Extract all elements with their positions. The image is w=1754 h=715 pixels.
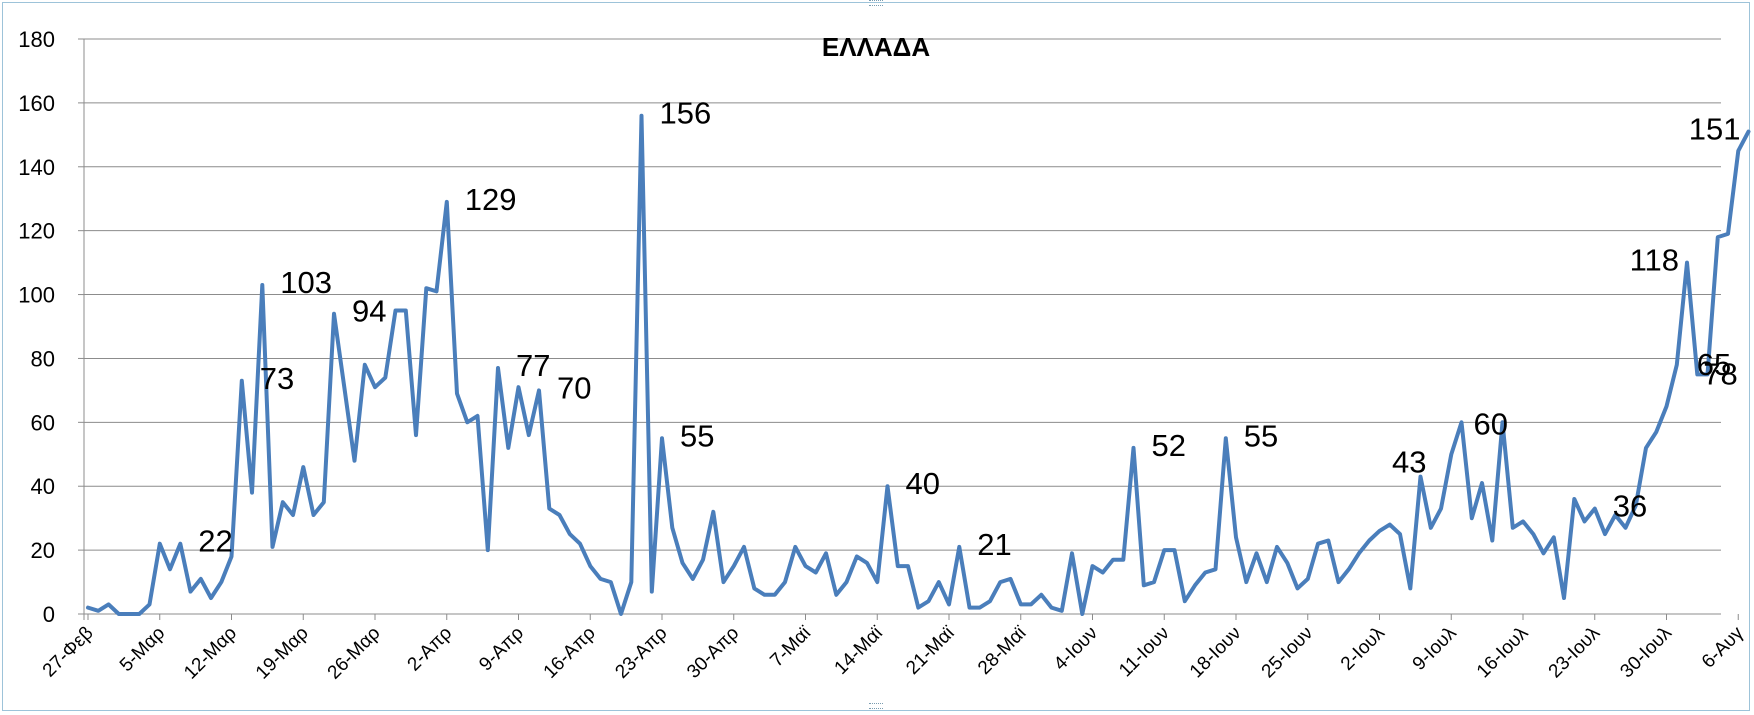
data-label-156: 118 [1630,243,1679,278]
x-tick-label-12: 21-Μαϊ [902,622,959,679]
resize-handle-top[interactable] [869,0,883,6]
x-tick-label-6: 9-Απρ [475,623,528,676]
y-tick-label-40: 40 [31,474,55,499]
x-tick-label-22: 30-Ιουλ [1616,622,1676,682]
data-label-157: 78 [1703,356,1737,391]
y-tick-label-0: 0 [43,602,55,627]
data-label-54: 156 [660,96,712,131]
x-tick-label-7: 16-Απρ [540,623,600,683]
y-tick-label-180: 180 [18,27,55,52]
y-tick-label-100: 100 [18,283,55,308]
series-ellada [86,113,1751,616]
x-tick-label-8: 23-Απρ [611,623,671,683]
x-tick-label-0: 27-Φεβ [39,623,98,682]
x-tick-label-19: 9-Ιουλ [1409,622,1461,674]
data-label-35: 129 [465,182,517,217]
resize-handle-bottom[interactable] [869,703,883,709]
y-tick-label-20: 20 [31,538,55,563]
x-tick-label-17: 25-Ιουν [1258,623,1318,683]
data-label-15: 73 [260,361,294,396]
data-label-102: 52 [1152,428,1186,463]
y-tick-label-160: 160 [18,91,55,116]
x-tick-label-20: 16-Ιουλ [1473,622,1533,682]
data-label-134: 60 [1474,406,1508,441]
series-line [86,113,1751,616]
data-label-147: 36 [1613,489,1647,524]
x-tick-label-15: 11-Ιουν [1115,623,1174,682]
x-tick-label-18: 2-Ιουλ [1337,622,1389,674]
x-tick-label-3: 19-Μαρ [252,623,313,684]
x-tick-label-9: 30-Απρ [683,623,743,683]
y-tick-label-80: 80 [31,346,55,371]
x-tick-label-5: 2-Απρ [404,623,457,676]
x-tick-label-14: 4-Ιουν [1050,623,1102,675]
x-tick-label-4: 26-Μαρ [324,623,385,684]
y-tick-label-60: 60 [31,410,55,435]
data-label-155: 65 [1697,347,1731,382]
data-label-78: 40 [906,466,940,501]
data-label-24: 94 [352,294,386,329]
data-label-40: 77 [516,348,550,383]
data-label-9: 22 [198,524,232,559]
data-label-56: 55 [680,418,714,453]
x-tick-label-21: 23-Ιουλ [1545,622,1605,682]
x-tick-label-10: 7-Μαϊ [766,622,815,671]
x-tick-label-13: 28-Μαϊ [974,622,1031,679]
x-axis-tick-labels: 27-Φεβ 5-Μαρ 12-Μαρ 19-Μαρ 26-Μαρ 2-Απρ 9-Απρ 1… [39,622,1748,683]
x-tick-label-2: 12-Μαρ [180,623,241,684]
data-label-17: 103 [280,265,332,300]
data-label-44: 70 [557,370,591,405]
chart-title: ΕΛΛΑΔΑ [822,32,930,62]
x-tick-label-23: 6-Αυγ [1698,622,1748,672]
y-axis-tick-labels: 0 20 40 60 80 100 120 140 160 180 [18,27,55,627]
data-label-130: 43 [1392,445,1426,480]
y-tick-label-140: 140 [18,155,55,180]
data-label-162: 151 [1689,112,1741,147]
y-tick-label-120: 120 [18,219,55,244]
line-chart: 0 20 40 60 80 100 120 140 160 180 27-Φεβ 5-Μαρ 12-Μ… [18,27,1751,684]
axes [78,38,1739,620]
data-label-85: 21 [977,527,1011,562]
x-tick-label-1: 5-Μαρ [116,623,170,677]
x-tick-label-16: 18-Ιουν [1186,623,1246,683]
x-tick-label-11: 14-Μαϊ [831,622,888,679]
data-label-111: 55 [1244,418,1278,453]
